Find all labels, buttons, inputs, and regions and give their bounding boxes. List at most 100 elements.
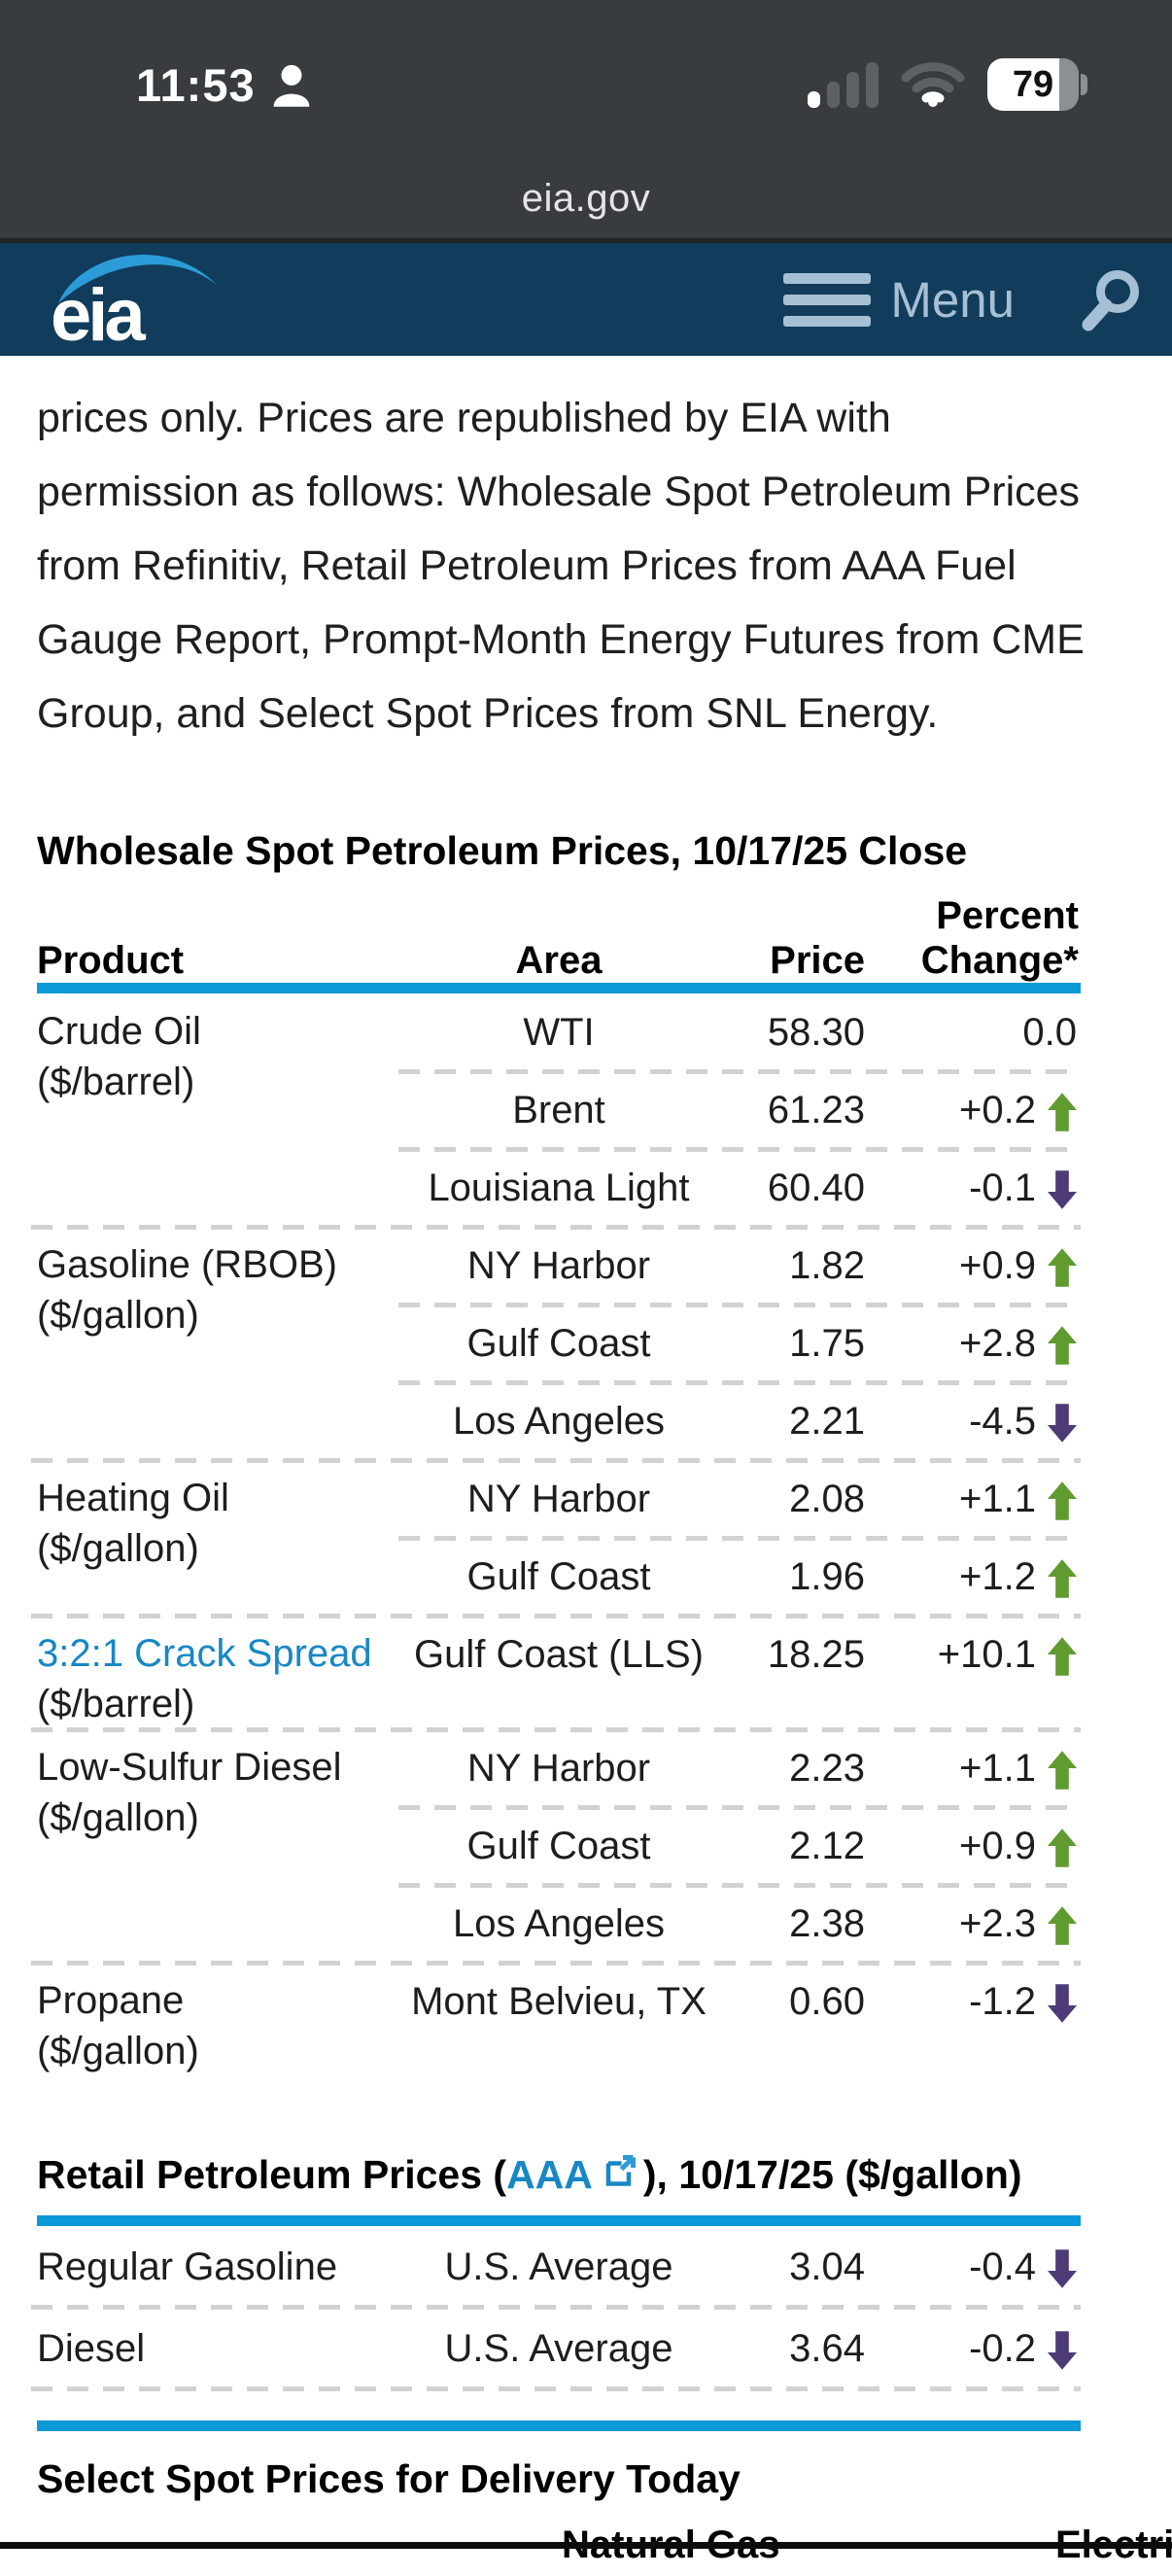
product-unit: ($/gallon)	[37, 2030, 199, 2072]
percent-change-value: +2.3	[959, 1901, 1036, 1945]
external-link-icon	[603, 2152, 638, 2198]
area-cell: WTI	[523, 1010, 595, 1054]
search-button[interactable]	[1081, 267, 1143, 331]
table-row: Brent 61.23 +0.2	[398, 1069, 1081, 1149]
battery-icon: 79	[987, 58, 1088, 111]
wholesale-table: Crude Oil ($/barrel) WTI 58.30 0.0 Brent 61.23…	[31, 993, 1081, 2076]
percent-change-value: +1.1	[959, 1477, 1036, 1520]
browser-url-bar[interactable]: eia.gov	[521, 177, 651, 220]
percent-change-value: -4.5	[969, 1399, 1036, 1443]
column-header-area: Area	[515, 939, 603, 982]
product-unit: ($/barrel)	[37, 1061, 195, 1103]
table-row: Diesel U.S. Average 3.64 -0.2	[31, 2308, 1081, 2391]
down-arrow-icon	[1048, 2249, 1077, 2288]
product-group: Propane ($/gallon) Mont Belvieu, TX 0.60 -1.…	[31, 1961, 1081, 2076]
percent-change-cell: +1.1	[865, 1478, 1081, 1521]
eia-logo-text: eia	[51, 274, 146, 357]
column-header-price: Price	[770, 939, 865, 982]
wholesale-title: Wholesale Spot Petroleum Prices, 10/17/2…	[37, 828, 968, 873]
product-unit: ($/gallon)	[37, 1294, 199, 1337]
table-row: WTI 58.30 0.0	[398, 993, 1081, 1071]
menu-button[interactable]: Menu	[783, 271, 1015, 329]
price-cell: 3.64	[789, 2326, 865, 2370]
percent-change-cell: +1.2	[865, 1555, 1081, 1599]
select-spot-title: Select Spot Prices for Delivery Today	[37, 2456, 741, 2501]
percent-change-cell: +2.3	[865, 1902, 1081, 1946]
percent-change-cell: +0.2	[865, 1089, 1081, 1132]
percent-change-value: +0.9	[959, 1824, 1036, 1867]
hamburger-icon	[783, 272, 872, 327]
table-row: Regular Gasoline U.S. Average 3.04 -0.4	[31, 2226, 1081, 2310]
status-row: 11:53 79	[0, 51, 1172, 119]
intro-line: Gauge Report, Prompt-Month Energy Future…	[37, 616, 1085, 663]
product-group: Crude Oil ($/barrel) WTI 58.30 0.0 Brent 61.23…	[37, 993, 1081, 1227]
table-row: Gulf Coast 1.75 +2.8	[398, 1303, 1081, 1382]
percent-change-value: -0.1	[969, 1166, 1036, 1209]
select-spot-top-rule	[37, 2420, 1081, 2431]
group-rows: Gulf Coast (LLS) 18.25 +10.1	[398, 1616, 1081, 1729]
product-cell: 3:2:1 Crack Spread ($/barrel)	[37, 1616, 398, 1729]
area-cell: U.S. Average	[444, 2245, 673, 2288]
product-group: Low-Sulfur Diesel ($/gallon) NY Harbor 2.23…	[31, 1727, 1081, 1963]
percent-change-cell: -1.2	[865, 1980, 1081, 2024]
price-cell: 60.40	[767, 1166, 865, 1209]
product-name: Gasoline (RBOB)	[37, 1243, 337, 1286]
group-rows: WTI 58.30 0.0 Brent 61.23 +0.2 Louisiana Light…	[398, 993, 1081, 1227]
area-cell: NY Harbor	[466, 1477, 651, 1520]
intro-line: prices only. Prices are republished by E…	[37, 395, 891, 441]
percent-change-cell: -4.5	[865, 1400, 1081, 1444]
percent-change-value: +1.2	[959, 1554, 1036, 1598]
product-cell: Crude Oil ($/barrel)	[37, 993, 398, 1227]
percent-change-value: +0.9	[959, 1243, 1036, 1287]
product-name: Propane	[37, 1979, 185, 2022]
area-cell: Brent	[512, 1088, 605, 1131]
retail-title: Retail Petroleum Prices (AAA ), 10/17/25 …	[37, 2152, 1135, 2198]
up-arrow-icon	[1048, 1906, 1077, 1945]
product-unit: ($/gallon)	[37, 1527, 199, 1570]
percent-change-cell: -0.2	[865, 2327, 1081, 2371]
aaa-link[interactable]: AAA	[506, 2152, 593, 2197]
table-row: Gulf Coast 2.12 +0.9	[398, 1805, 1081, 1885]
retail-title-suffix: ), 10/17/25 ($/gallon)	[642, 2152, 1022, 2197]
price-cell: 61.23	[767, 1088, 865, 1131]
status-time: 11:53	[136, 58, 256, 111]
down-arrow-icon	[1048, 1404, 1077, 1443]
product-unit: ($/gallon)	[37, 1796, 199, 1839]
percent-change-value: +0.2	[959, 1088, 1036, 1131]
product-cell: Propane ($/gallon)	[37, 1963, 398, 2076]
product-cell: Heating Oil ($/gallon)	[37, 1460, 398, 1616]
up-arrow-icon	[1048, 1559, 1077, 1598]
down-arrow-icon	[1048, 2331, 1077, 2370]
product-link[interactable]: 3:2:1 Crack Spread	[37, 1632, 372, 1675]
column-header-product: Product	[37, 939, 185, 982]
bottom-divider	[0, 2542, 1172, 2549]
table-row: NY Harbor 2.23 +1.1	[398, 1729, 1081, 1807]
percent-change-value: +2.8	[959, 1321, 1036, 1365]
wholesale-column-headers: Product Area Price Percent Change*	[37, 893, 1081, 983]
table-row: NY Harbor 2.08 +1.1	[398, 1460, 1081, 1538]
area-cell: Gulf Coast	[466, 1321, 651, 1365]
product-group: Gasoline (RBOB) ($/gallon) NY Harbor 1.82 +0…	[31, 1225, 1081, 1460]
product-group: Heating Oil ($/gallon) NY Harbor 2.08 +1.1 Gu…	[31, 1458, 1081, 1616]
retail-title-prefix: Retail Petroleum Prices (	[37, 2152, 507, 2197]
percent-change-value: +10.1	[937, 1632, 1036, 1676]
area-cell: NY Harbor	[466, 1746, 651, 1790]
area-cell: Louisiana Light	[428, 1166, 690, 1209]
product-cell: Low-Sulfur Diesel ($/gallon)	[37, 1729, 398, 1963]
retail-table: Regular Gasoline U.S. Average 3.04 -0.4 Dies…	[31, 2226, 1081, 2391]
intro-line: Group, and Select Spot Prices from SNL E…	[37, 690, 939, 737]
product-cell: Diesel	[37, 2326, 146, 2370]
table-row: Los Angeles 2.21 -4.5	[398, 1380, 1081, 1460]
person-icon	[271, 62, 312, 112]
up-arrow-icon	[1048, 1481, 1077, 1520]
eia-swoosh-icon	[54, 245, 222, 312]
area-cell: NY Harbor	[466, 1243, 651, 1287]
battery-fill	[987, 58, 1060, 111]
wifi-icon	[900, 58, 966, 112]
up-arrow-icon	[1048, 1093, 1077, 1131]
wholesale-header-rule	[37, 983, 1081, 993]
down-arrow-icon	[1048, 1984, 1077, 2023]
group-rows: Mont Belvieu, TX 0.60 -1.2	[398, 1963, 1081, 2076]
eia-logo[interactable]: eia	[51, 249, 225, 357]
retail-header-rule	[37, 2215, 1081, 2226]
